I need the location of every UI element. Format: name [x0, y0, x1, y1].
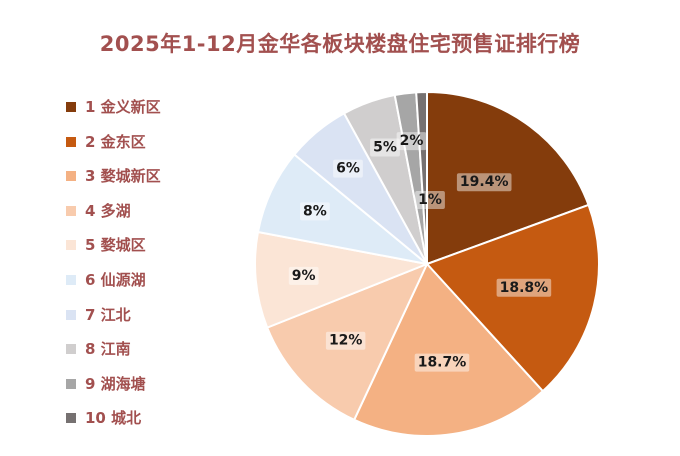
slice-data-label: 12% [325, 331, 366, 350]
pie-slice [265, 262, 429, 422]
legend-item: 9 湖海塘 [66, 372, 161, 407]
chart-title: 2025年1-12月金华各板块楼盘住宅预售证排行榜 [99, 32, 581, 56]
legend-swatch [66, 205, 76, 216]
legend-swatch [66, 274, 76, 285]
slice-label-text: 18.8% [500, 280, 549, 296]
legend-item: 8 江南 [66, 337, 161, 372]
legend-label: 9 湖海塘 [85, 374, 146, 393]
legend-label: 10 城北 [85, 409, 142, 428]
slice-label-background [496, 278, 552, 297]
legend-label: 3 婺城新区 [85, 167, 161, 186]
slice-label-background [288, 266, 319, 285]
slice-label-text: 19.4% [460, 174, 509, 190]
slice-label-text: 12% [329, 333, 363, 349]
legend-swatch [66, 240, 76, 251]
legend-item: 5 婺城区 [66, 233, 161, 268]
slice-label-text: 8% [303, 203, 327, 219]
slice-label-background [396, 132, 427, 151]
slice-label-text: 1% [418, 192, 442, 208]
slice-label-text: 9% [292, 268, 316, 284]
legend-label: 4 多湖 [85, 201, 131, 220]
pie-slice [352, 262, 545, 437]
slice-label-background [414, 353, 470, 372]
pie-slice [415, 90, 428, 265]
legend-item: 6 仙源湖 [66, 268, 161, 303]
legend-swatch [66, 171, 76, 182]
slice-label-text: 5% [373, 140, 397, 156]
legend-swatch [66, 309, 76, 320]
legend-swatch [66, 378, 76, 389]
slice-data-label: 19.4% [456, 173, 512, 192]
legend-swatch [66, 344, 76, 355]
slice-label-background [456, 173, 512, 192]
slice-label-text: 6% [336, 161, 360, 177]
slice-label-background [333, 159, 363, 178]
slice-label-text: 2% [400, 133, 424, 149]
slice-label-background [370, 138, 400, 157]
legend-label: 8 江南 [85, 340, 131, 359]
slice-data-label: 1% [415, 191, 445, 209]
slice-data-label: 8% [300, 202, 330, 221]
legend-swatch [66, 102, 76, 112]
slice-data-label: 2% [396, 132, 427, 151]
slice-data-label: 5% [370, 138, 400, 157]
legend: 1 金义新区 2 金东区 3 婺城新区 4 多湖 5 婺城区 6 仙源湖 7 江北 8 江南 9… [66, 95, 161, 441]
legend-label: 1 金义新区 [85, 98, 161, 116]
slice-data-label: 18.8% [496, 278, 552, 297]
pie-slice [425, 203, 600, 393]
slice-label-background [325, 331, 366, 350]
legend-swatch [66, 413, 76, 424]
legend-item: 3 婺城新区 [66, 164, 161, 199]
slice-data-label: 9% [288, 266, 319, 285]
legend-item: 2 金东区 [66, 130, 161, 165]
pie-slice [426, 90, 590, 266]
slice-data-label: 18.7% [414, 353, 470, 372]
legend-label: 5 婺城区 [85, 236, 146, 255]
legend-item: 7 江北 [66, 303, 161, 338]
slice-label-background [300, 202, 330, 221]
legend-item: 10 城北 [66, 406, 161, 441]
legend-label: 2 金东区 [85, 132, 146, 151]
legend-label: 7 江北 [85, 305, 131, 324]
legend-label: 6 仙源湖 [85, 270, 146, 289]
legend-item: 1 金义新区 [66, 95, 161, 130]
slice-data-label: 6% [333, 159, 363, 178]
slice-label-text: 18.7% [418, 355, 467, 371]
legend-item: 4 多湖 [66, 199, 161, 234]
legend-swatch [66, 136, 76, 147]
slice-label-background [415, 191, 445, 209]
